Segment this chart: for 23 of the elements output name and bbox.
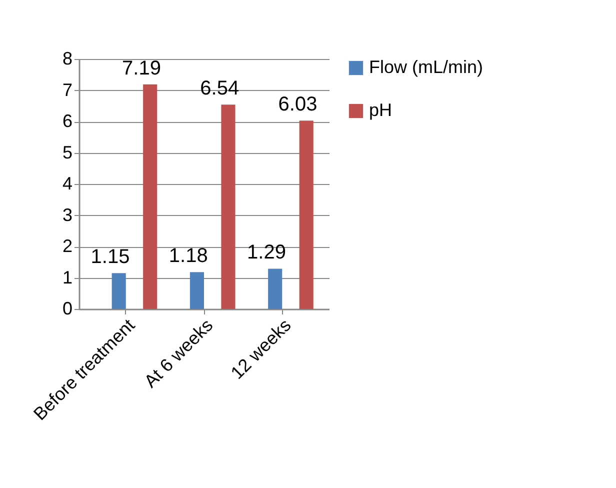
bar (112, 273, 126, 309)
y-tick-label: 4 (62, 174, 72, 194)
y-tick-label: 6 (62, 111, 72, 131)
y-tick-label: 3 (62, 204, 72, 225)
y-tick-label: 8 (62, 48, 72, 68)
bar (190, 272, 204, 309)
data-label: 1.18 (168, 245, 208, 268)
data-label: 1.29 (247, 242, 286, 264)
data-label: 7.19 (122, 57, 161, 80)
y-tick-label: 2 (62, 236, 72, 256)
legend-label: Flow (mL/min) (369, 57, 484, 77)
bar (268, 268, 282, 309)
data-label: 1.15 (90, 246, 130, 268)
data-label: 6.03 (278, 94, 318, 116)
bar (221, 104, 236, 309)
legend-label: pH (369, 100, 392, 120)
y-tick-label: 7 (62, 80, 72, 100)
data-label: 6.54 (200, 78, 240, 100)
y-tick-label: 0 (62, 298, 72, 318)
y-tick-label: 1 (62, 267, 72, 288)
y-tick-label: 5 (62, 142, 72, 162)
bar (299, 120, 314, 309)
bar (143, 84, 158, 309)
